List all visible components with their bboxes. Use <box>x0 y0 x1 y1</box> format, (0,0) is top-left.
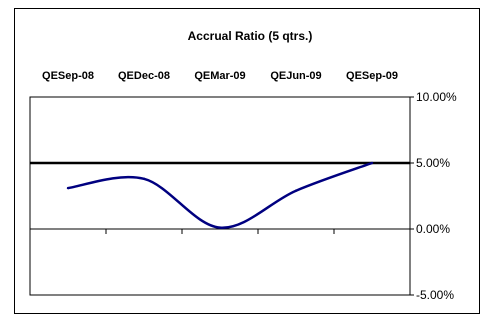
category-label-3: QEJun-09 <box>270 70 321 82</box>
data-point-3 <box>294 189 298 192</box>
category-label-0: QESep-08 <box>42 70 94 82</box>
y-tick-label-2: 0.00% <box>416 222 450 236</box>
chart-title: Accrual Ratio (5 qtrs.) <box>188 29 313 43</box>
data-point-2 <box>218 226 222 229</box>
y-tick-label-0: 10.00% <box>416 90 457 104</box>
data-point-0 <box>66 186 70 190</box>
data-point-1 <box>142 177 146 181</box>
y-tick-label-3: -5.00% <box>416 288 454 302</box>
category-label-2: QEMar-09 <box>194 70 245 82</box>
y-tick-label-1: 5.00% <box>416 156 450 170</box>
category-label-1: QEDec-08 <box>118 70 170 82</box>
plot-area <box>29 96 411 296</box>
data-point-4 <box>370 161 374 165</box>
category-label-4: QESep-09 <box>346 70 398 82</box>
